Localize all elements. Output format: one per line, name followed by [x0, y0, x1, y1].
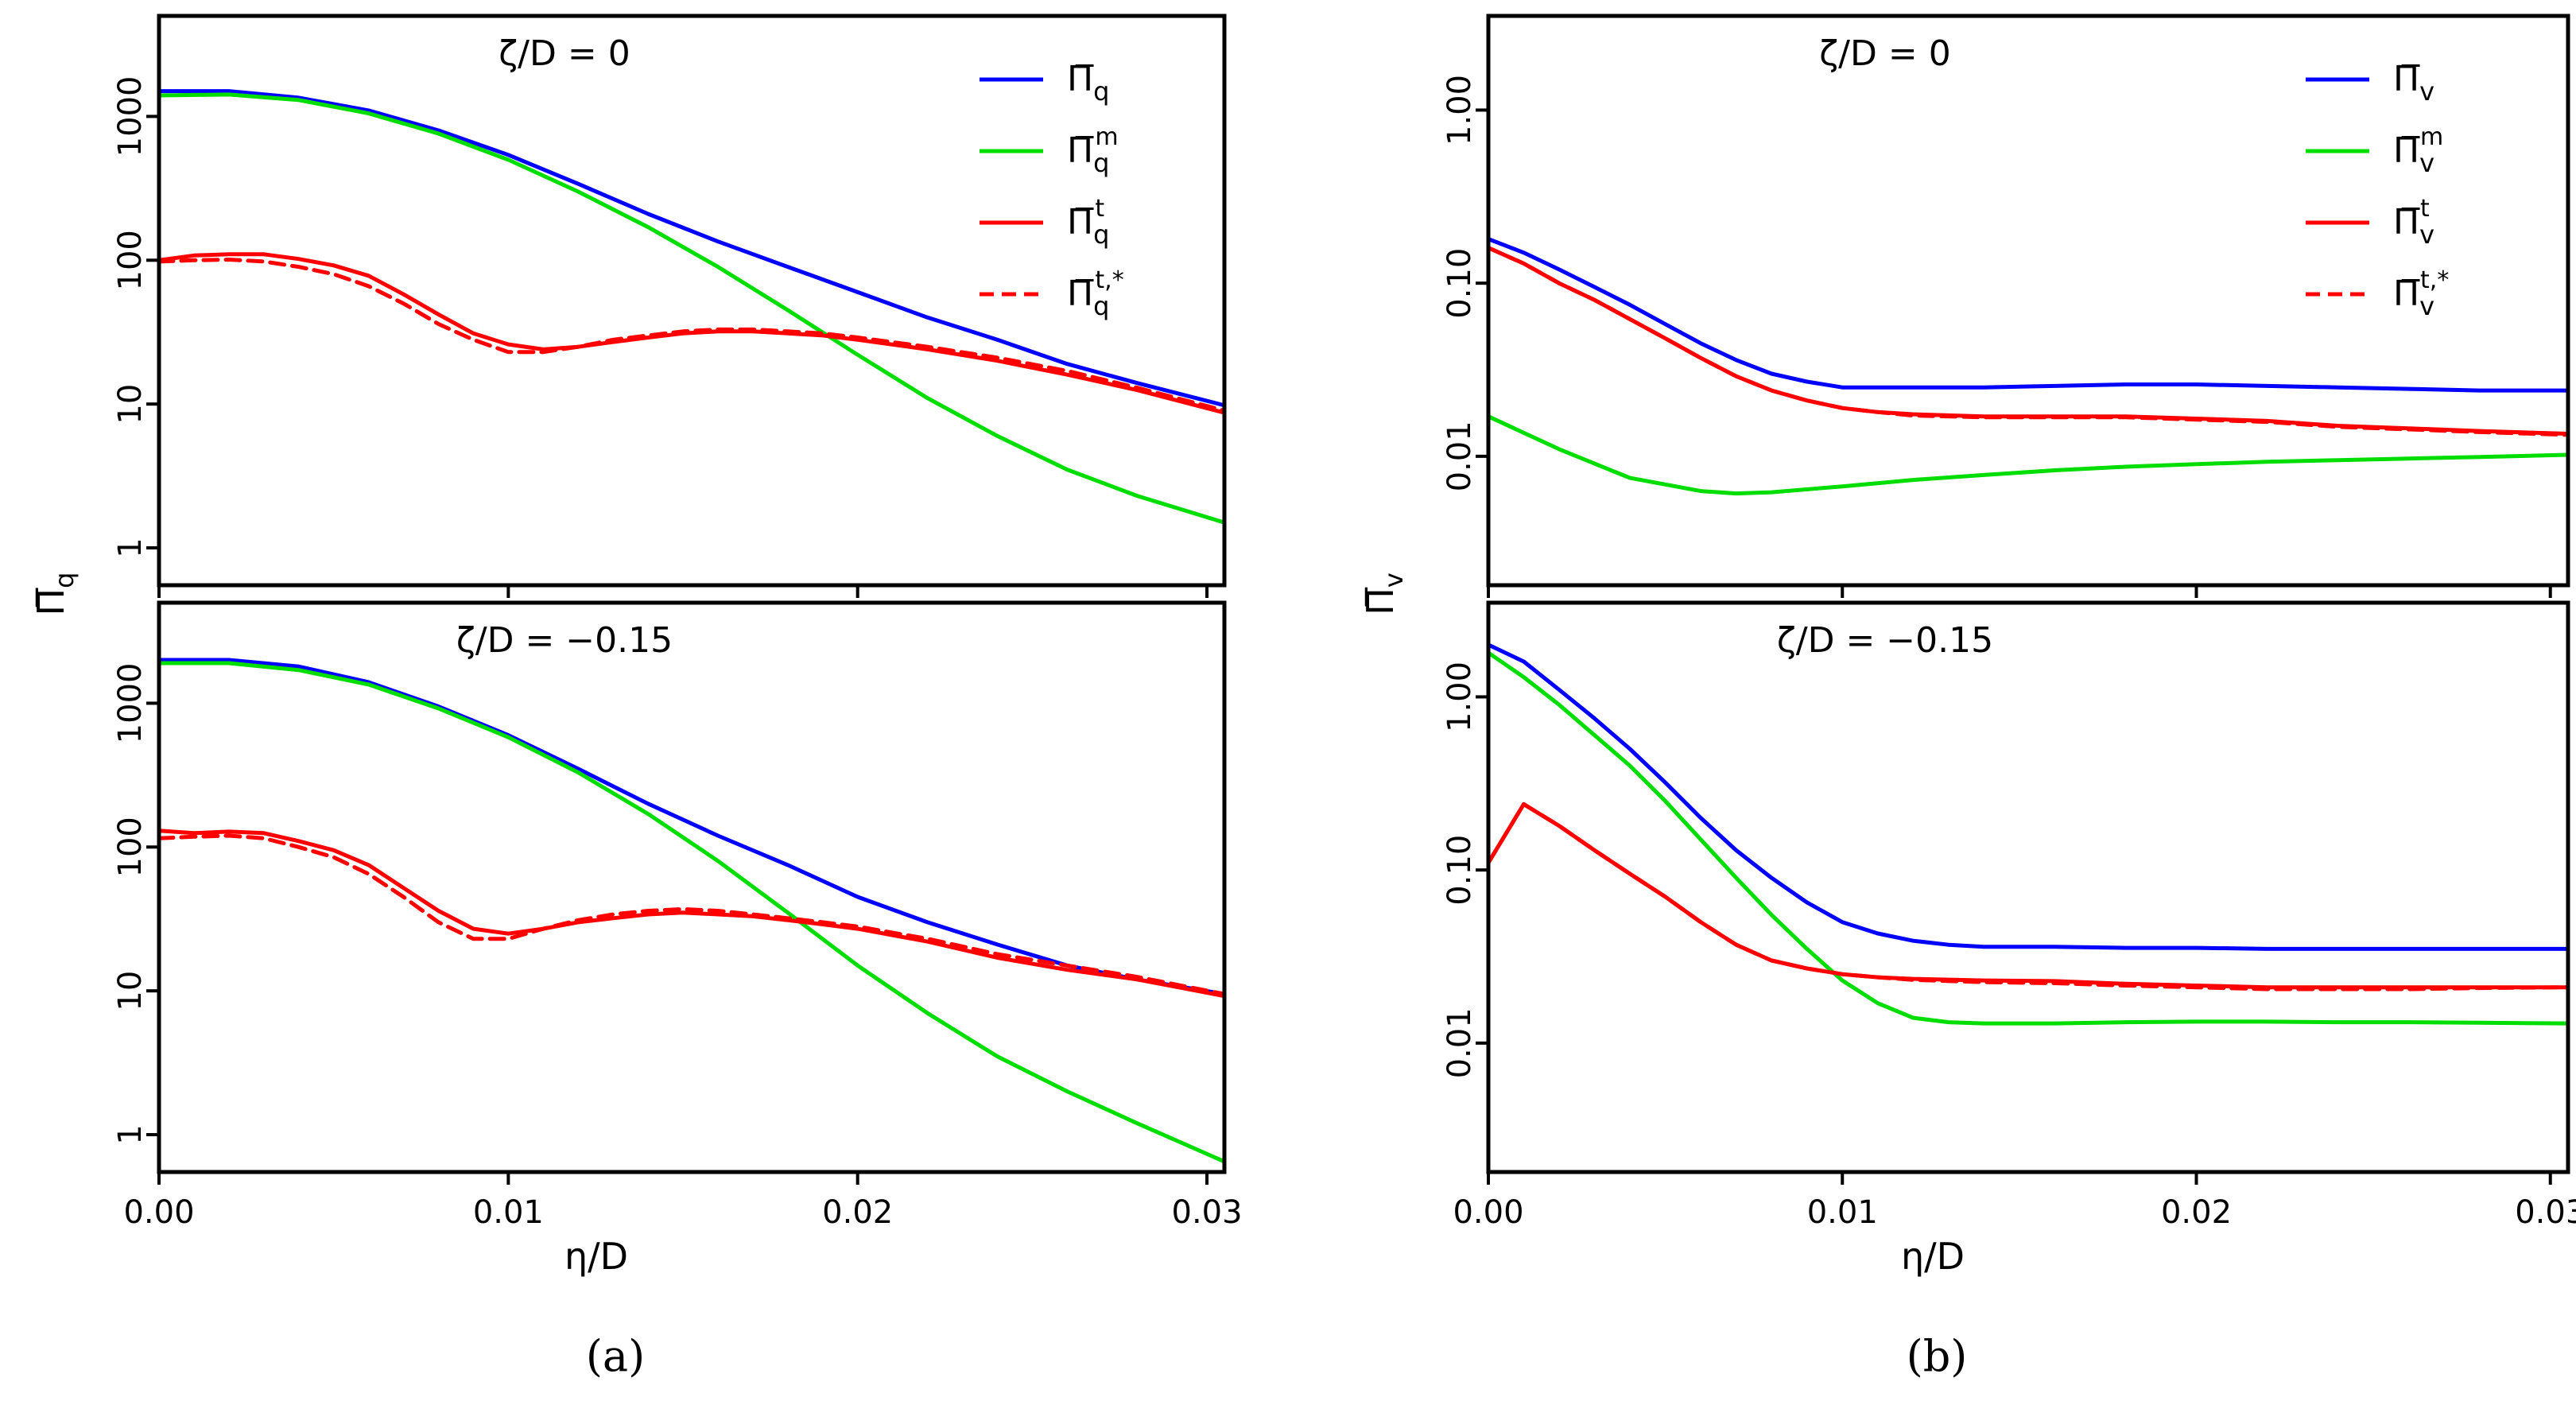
y-tick-label-b-bot-1: 0.10 — [1441, 835, 1478, 906]
legend-b-top: Π̅v Π̅vm Π̅vt Π̅vt,* — [2306, 59, 2449, 321]
y-tick-label-a-top-3: 1000 — [112, 76, 149, 157]
chart-panels: 1 10 100 1000 ζ/D = 0 Π̅q Π̅q Π̅qm Π̅qt Π̅qt,* 1 10… — [29, 14, 2576, 1278]
y-tick-label-b-top-2: 1.00 — [1441, 75, 1478, 146]
x-tick-label-a-bot-3: 0.03 — [1172, 1194, 1243, 1231]
y-tick-label-a-top-1: 10 — [112, 384, 149, 425]
y-tick-label-b-top-0: 0.01 — [1441, 421, 1478, 491]
x-tick-label-a-bot-1: 0.01 — [473, 1194, 544, 1231]
legend-label-a-top-3: Π̅qt,* — [1067, 266, 1124, 321]
series-line-a-top-0 — [159, 89, 1224, 408]
y-tick-label-a-bot-1: 10 — [112, 971, 149, 1011]
axes-frame-a-bot — [157, 600, 1227, 1174]
y-tick-label-a-bot-2: 100 — [112, 817, 149, 877]
series-line-b-bot-0 — [1488, 642, 2568, 951]
legend-label-b-top-0: Π̅v — [2393, 59, 2434, 107]
x-tick-label-b-bot-2: 0.02 — [2161, 1194, 2232, 1231]
legend-label-b-top-2: Π̅vt — [2393, 195, 2434, 250]
y-tick-label-a-top-0: 1 — [112, 538, 149, 557]
chart-panel-a-bot: 1 10 100 1000 0.00 0.01 0.02 0.03 ζ/D = −0.15 η/D — [112, 600, 1243, 1278]
legend-a-top: Π̅q Π̅qm Π̅qt Π̅qt,* — [980, 59, 1124, 321]
series-line-a-bot-0 — [159, 658, 1224, 996]
series-line-b-bot-1 — [1488, 650, 2568, 1026]
x-axis-label-a-bot: η/D — [564, 1235, 628, 1278]
x-tick-label-b-bot-0: 0.00 — [1453, 1194, 1523, 1231]
axes-frame-a-top — [157, 14, 1227, 588]
axes-frame-b-top — [1486, 14, 2570, 588]
x-tick-label-a-bot-0: 0.00 — [123, 1194, 194, 1231]
series-line-a-bot-3 — [159, 833, 1224, 996]
x-tick-label-a-bot-2: 0.02 — [822, 1194, 893, 1231]
series-line-a-top-1 — [159, 92, 1224, 525]
x-tick-label-b-bot-1: 0.01 — [1807, 1194, 1878, 1231]
series-line-b-bot-3 — [1488, 801, 2568, 992]
legend-label-a-top-2: Π̅qt — [1067, 195, 1109, 250]
y-tick-label-b-bot-0: 0.01 — [1441, 1007, 1478, 1078]
y-tick-label-a-top-2: 100 — [112, 230, 149, 290]
series-line-b-bot-2 — [1488, 801, 2568, 990]
series-line-b-top-1 — [1488, 414, 2568, 496]
x-axis-label-b-bot: η/D — [1901, 1235, 1965, 1278]
series-line-a-top-2 — [159, 252, 1224, 415]
series-line-b-top-3 — [1488, 246, 2568, 437]
series-line-a-bot-1 — [159, 661, 1224, 1164]
panel-title-a-bot: ζ/D = −0.15 — [456, 620, 673, 661]
y-axis-label-b-top: Π̅v — [1359, 572, 1409, 615]
axes-frame-b-bot — [1486, 600, 2570, 1174]
legend-label-b-top-3: Π̅vt,* — [2393, 266, 2449, 321]
chart-panel-b-top: 0.01 0.10 1.00 ζ/D = 0 Π̅v Π̅v Π̅vm Π̅vt Π̅vt,* — [1359, 14, 2570, 615]
legend-label-b-top-1: Π̅vm — [2393, 123, 2443, 178]
series-line-a-top-3 — [159, 258, 1224, 413]
subfigure-label-a: (a) — [586, 1331, 645, 1381]
subfigure-label-b: (b) — [1907, 1331, 1968, 1381]
legend-label-a-top-1: Π̅qm — [1067, 123, 1119, 178]
panel-title-a-top: ζ/D = 0 — [499, 33, 630, 74]
panel-title-b-bot: ζ/D = −0.15 — [1777, 620, 1993, 661]
y-tick-label-a-bot-0: 1 — [112, 1124, 149, 1144]
y-tick-label-b-bot-2: 1.00 — [1441, 662, 1478, 732]
panel-title-b-top: ζ/D = 0 — [1819, 33, 1950, 74]
chart-panel-a-top: 1 10 100 1000 ζ/D = 0 Π̅q Π̅q Π̅qm Π̅qt Π̅qt,* — [29, 14, 1227, 616]
y-tick-label-a-bot-3: 1000 — [112, 663, 149, 744]
series-line-b-top-0 — [1488, 237, 2568, 393]
legend-label-a-top-0: Π̅q — [1067, 59, 1109, 107]
y-tick-label-b-top-1: 0.10 — [1441, 248, 1478, 319]
x-tick-label-b-bot-3: 0.03 — [2515, 1194, 2576, 1231]
chart-panel-b-bot: 0.01 0.10 1.00 0.00 0.01 0.02 0.03 ζ/D = −0.15 η… — [1441, 600, 2576, 1278]
y-axis-label-a-top: Π̅q — [29, 572, 80, 616]
series-line-a-bot-2 — [159, 829, 1224, 999]
